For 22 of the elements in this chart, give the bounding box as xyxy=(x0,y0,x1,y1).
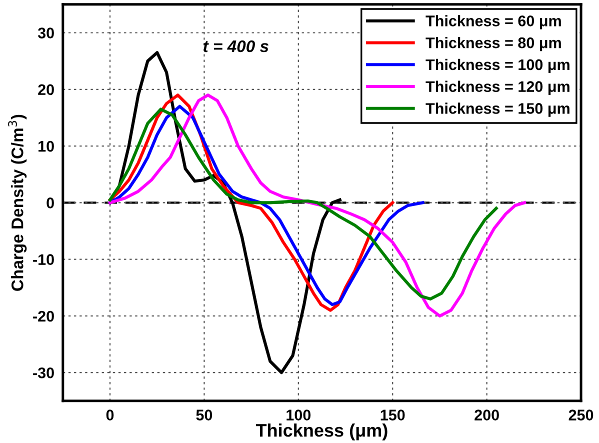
y-tick-label: -10 xyxy=(33,254,54,265)
y-tick-label: -30 xyxy=(33,367,54,378)
line-series xyxy=(108,104,424,306)
y-tick-label: 10 xyxy=(38,140,54,152)
y-tick-label: 30 xyxy=(38,28,54,38)
y-axis-title: Charge Density (C/m$^{3}$) xyxy=(8,114,27,291)
y-tick-label: 0 xyxy=(46,198,54,208)
x-axis-title: Thickness (μm) xyxy=(256,423,388,440)
x-tick-label: 50 xyxy=(196,410,212,420)
x-tick-label: 100 xyxy=(286,410,311,420)
annotation: t = 400 s xyxy=(203,40,268,52)
y-tick-label: 20 xyxy=(38,84,54,96)
x-tick-label: 200 xyxy=(474,410,499,420)
legend-label: Thickness = 100 μm xyxy=(426,58,570,74)
legend-label: Thickness = 150 μm xyxy=(426,102,570,117)
legend-label: Thickness = 80 μm xyxy=(426,37,561,52)
y-tick-label: -20 xyxy=(33,310,54,322)
legend-label: Thickness = 60 μm xyxy=(426,15,561,30)
x-tick-label: 250 xyxy=(568,410,594,420)
legend-label: Thickness = 120 μm xyxy=(426,80,570,95)
x-tick-label: 150 xyxy=(380,410,405,420)
x-tick-label: 0 xyxy=(106,410,114,420)
